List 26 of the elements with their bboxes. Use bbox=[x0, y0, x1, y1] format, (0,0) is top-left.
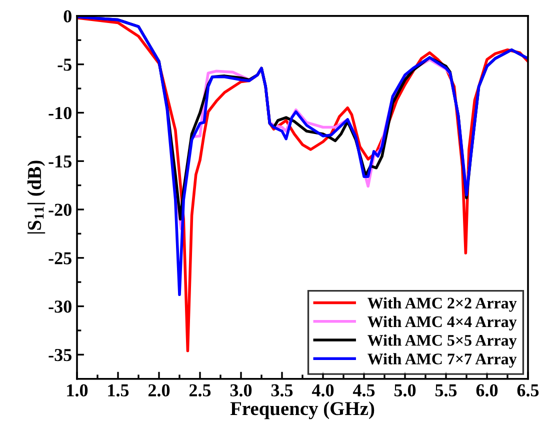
x-tick-label: 4.5 bbox=[352, 384, 375, 396]
y-tick-label: -10 bbox=[48, 106, 72, 120]
y-axis-title: |S$_{11}$| (dB) bbox=[27, 160, 46, 234]
y-tick-label: -35 bbox=[48, 348, 72, 362]
x-tick-label: 5.5 bbox=[435, 384, 457, 396]
x-tick-label: 3.0 bbox=[230, 384, 252, 396]
y-tick-label: -20 bbox=[48, 204, 72, 216]
x-tick-label: 2.0 bbox=[148, 384, 170, 396]
x-tick-label: 5.0 bbox=[394, 384, 416, 396]
x-tick-label: 1.0 bbox=[67, 384, 88, 396]
y-tick-label: -5 bbox=[58, 58, 72, 71]
x-axis-title: Frequency (GHz) bbox=[230, 401, 374, 420]
x-tick-label: 6.5 bbox=[517, 384, 539, 396]
x-tick-label: 6.0 bbox=[476, 384, 498, 396]
legend-label: With AMC 7×7 Array bbox=[368, 353, 517, 368]
x-tick-label: 3.5 bbox=[271, 384, 293, 396]
y-tick-label: -15 bbox=[48, 155, 72, 168]
y-tick-label: -30 bbox=[48, 300, 72, 313]
x-tick-label: 4.0 bbox=[312, 384, 334, 396]
x-tick-label: 1.5 bbox=[108, 384, 129, 396]
legend-label: With AMC 2×2 Array bbox=[368, 297, 517, 312]
legend-label: With AMC 5×5 Array bbox=[368, 334, 517, 350]
y-tick-label: 0 bbox=[64, 10, 72, 22]
legend-label: With AMC 4×4 Array bbox=[368, 316, 517, 330]
y-tick-label: -25 bbox=[48, 252, 72, 264]
x-tick-label: 2.5 bbox=[189, 384, 211, 396]
